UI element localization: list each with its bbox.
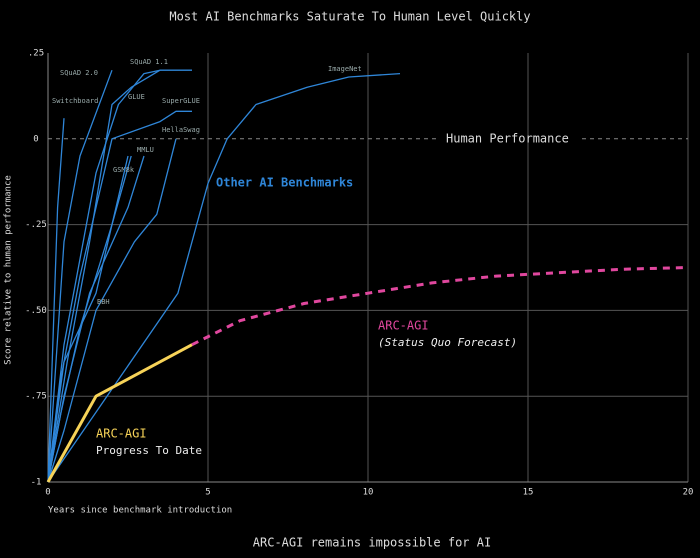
x-tick-label: 15 [523,488,534,498]
x-tick-label: 20 [683,488,694,498]
y-tick-label: -1 [31,478,42,488]
x-tick-label: 10 [363,488,374,498]
reference-label: Human Performance [446,131,569,145]
series-line [47,72,401,483]
x-tick-label: 5 [205,488,210,498]
series-line [47,69,113,483]
series-note: Progress To Date [96,444,202,457]
series-label: ImageNet [328,65,362,73]
caption: ARC-AGI remains impossible for AI [253,536,491,550]
y-tick-label: -.50 [25,306,47,316]
series-line [47,155,129,483]
series-line [46,343,193,483]
y-tick-label: -.25 [25,220,47,230]
y-tick-label: .25 [28,49,44,59]
series-note: (Status Quo Forecast) [378,336,517,349]
y-tick-label: 0 [33,134,38,144]
series-label: GLUE [128,93,145,101]
series-label: ARC-AGI [378,319,429,333]
series-label: SQuAD 2.0 [60,69,98,77]
series-label: SQuAD 1.1 [130,58,168,66]
series-label: SuperGLUE [162,97,200,105]
y-axis-label: Score relative to human performance [4,175,14,365]
series-label: GSM8k [113,166,135,174]
series-line [47,110,192,483]
series-label: Switchboard [52,97,98,105]
annotation: Other AI Benchmarks [216,176,353,190]
series-label: BBH [97,298,110,306]
series-line [191,266,689,347]
series-line [47,69,161,483]
series-line [47,138,177,483]
series-label: MMLU [137,146,154,154]
series-label: ARC-AGI [96,427,147,441]
series-line [47,118,65,483]
x-tick-label: 0 [45,488,50,498]
series-label: HellaSwag [162,126,200,134]
y-tick-label: -.75 [25,392,47,402]
chart-title: Most AI Benchmarks Saturate To Human Lev… [169,10,530,24]
x-axis-label: Years since benchmark introduction [48,506,232,516]
